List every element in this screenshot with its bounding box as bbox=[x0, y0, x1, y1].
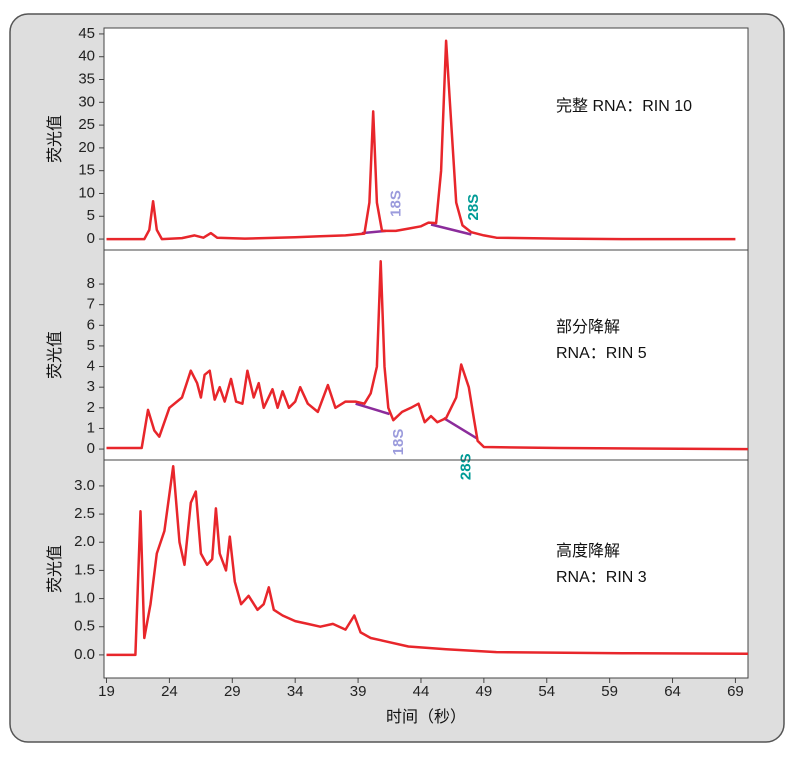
annotation: RNA：RIN 3 bbox=[556, 569, 647, 586]
x-tick-label: 39 bbox=[350, 683, 367, 700]
y-tick-label: 0.0 bbox=[74, 646, 95, 663]
y-tick-label: 15 bbox=[78, 162, 95, 179]
y-tick-label: 35 bbox=[78, 70, 95, 87]
y-tick-label: 40 bbox=[78, 48, 95, 65]
x-tick-label: 34 bbox=[287, 683, 304, 700]
y-tick-label: 2.5 bbox=[74, 505, 95, 522]
y-tick-label: 2.0 bbox=[74, 533, 95, 550]
y-tick-label: 6 bbox=[87, 316, 95, 333]
peak-baseline bbox=[355, 402, 390, 416]
x-tick-label: 59 bbox=[601, 683, 618, 700]
y-tick-label: 5 bbox=[87, 337, 95, 354]
trace-line bbox=[106, 464, 749, 657]
x-tick-label: 24 bbox=[161, 683, 178, 700]
trace-line bbox=[106, 260, 749, 451]
y-axis-label: 荧光值 bbox=[46, 331, 64, 379]
x-tick-label: 54 bbox=[538, 683, 555, 700]
y-tick-label: 20 bbox=[78, 139, 95, 156]
y-tick-label: 3 bbox=[87, 378, 95, 395]
y-tick-label: 1 bbox=[87, 419, 95, 436]
trace-line bbox=[106, 39, 736, 241]
y-tick-label: 0 bbox=[87, 230, 95, 247]
y-tick-label: 2 bbox=[87, 399, 95, 416]
y-tick-label: 45 bbox=[78, 25, 95, 42]
y-tick-label: 7 bbox=[87, 296, 95, 313]
y-tick-label: 10 bbox=[78, 184, 95, 201]
x-axis-label: 时间（秒） bbox=[386, 708, 466, 726]
y-tick-label: 1.0 bbox=[74, 590, 95, 607]
y-tick-label: 8 bbox=[87, 275, 95, 292]
peak-label: 18S bbox=[390, 429, 407, 456]
peak-baseline bbox=[430, 223, 472, 236]
peak-baseline bbox=[442, 417, 479, 440]
x-tick-label: 49 bbox=[476, 683, 493, 700]
annotation: RNA：RIN 5 bbox=[556, 345, 647, 362]
y-tick-label: 0.5 bbox=[74, 618, 95, 635]
peak-label: 18S bbox=[388, 190, 405, 217]
x-tick-label: 69 bbox=[727, 683, 744, 700]
y-axis-label: 荧光值 bbox=[46, 115, 64, 163]
x-tick-label: 19 bbox=[98, 683, 115, 700]
y-tick-label: 0 bbox=[87, 440, 95, 457]
annotation: 完整 RNA：RIN 10 bbox=[556, 97, 692, 115]
y-tick-label: 3.0 bbox=[74, 477, 95, 494]
y-tick-label: 30 bbox=[78, 93, 95, 110]
annotation: 高度降解 bbox=[556, 542, 620, 560]
y-tick-label: 1.5 bbox=[74, 561, 95, 578]
peak-label: 28S bbox=[465, 194, 482, 221]
x-tick-label: 64 bbox=[664, 683, 681, 700]
y-tick-label: 5 bbox=[87, 207, 95, 224]
y-axis-label: 荧光值 bbox=[46, 545, 64, 593]
x-tick-label: 29 bbox=[224, 683, 241, 700]
y-tick-label: 4 bbox=[87, 358, 95, 375]
y-tick-label: 25 bbox=[78, 116, 95, 133]
x-tick-label: 44 bbox=[413, 683, 430, 700]
plot-area bbox=[103, 27, 749, 679]
peak-label: 28S bbox=[458, 453, 475, 480]
annotation: 部分降解 bbox=[556, 318, 620, 336]
